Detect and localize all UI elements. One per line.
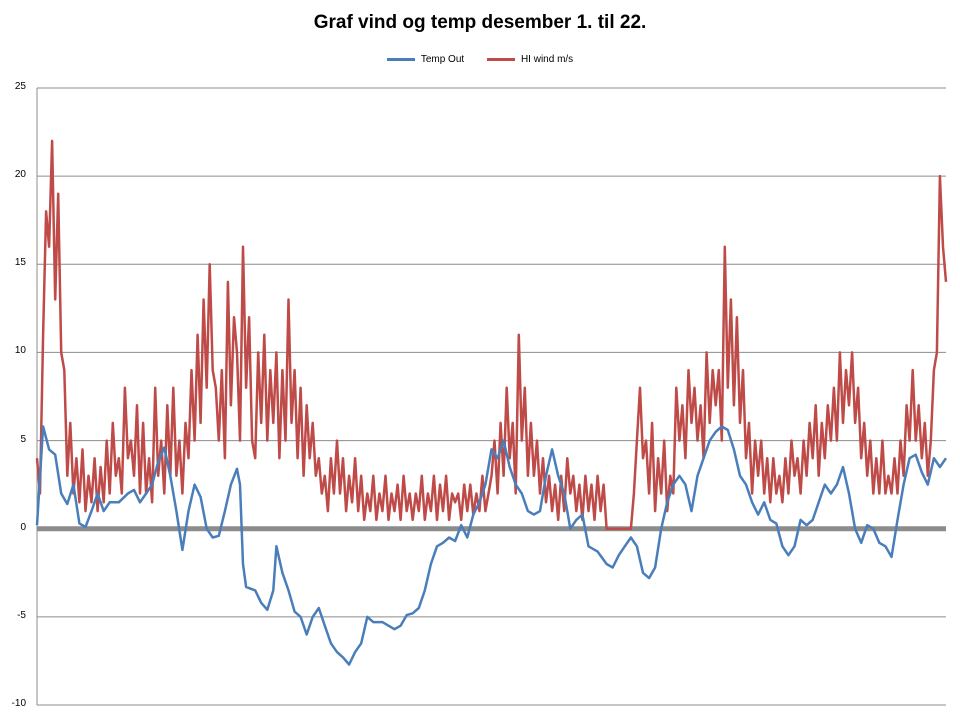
legend-label-wind: HI wind m/s [520, 54, 574, 65]
y-tick-label: 5 [20, 433, 26, 445]
legend-swatch-wind [486, 57, 515, 61]
y-tick-label: -5 [17, 609, 26, 621]
legend-item-temp: Temp Out [386, 54, 465, 65]
y-tick-label: 0 [20, 521, 26, 533]
y-tick-label: 25 [14, 81, 26, 92]
y-tick-label: 20 [14, 169, 26, 181]
y-tick-label: -10 [11, 698, 26, 709]
legend-swatch-temp [386, 57, 415, 61]
y-tick-label: 10 [14, 345, 26, 357]
chart-legend: Temp Out HI wind m/s [0, 54, 960, 65]
y-tick-label: 15 [14, 257, 26, 269]
legend-label-temp: Temp Out [420, 54, 465, 65]
legend-item-wind: HI wind m/s [486, 54, 574, 65]
series-lines [35, 139, 948, 666]
chart-title: Graf vind og temp desember 1. til 22. [313, 12, 647, 33]
series-line-hi-wind [35, 139, 948, 530]
series-line-temp-out [35, 425, 948, 666]
